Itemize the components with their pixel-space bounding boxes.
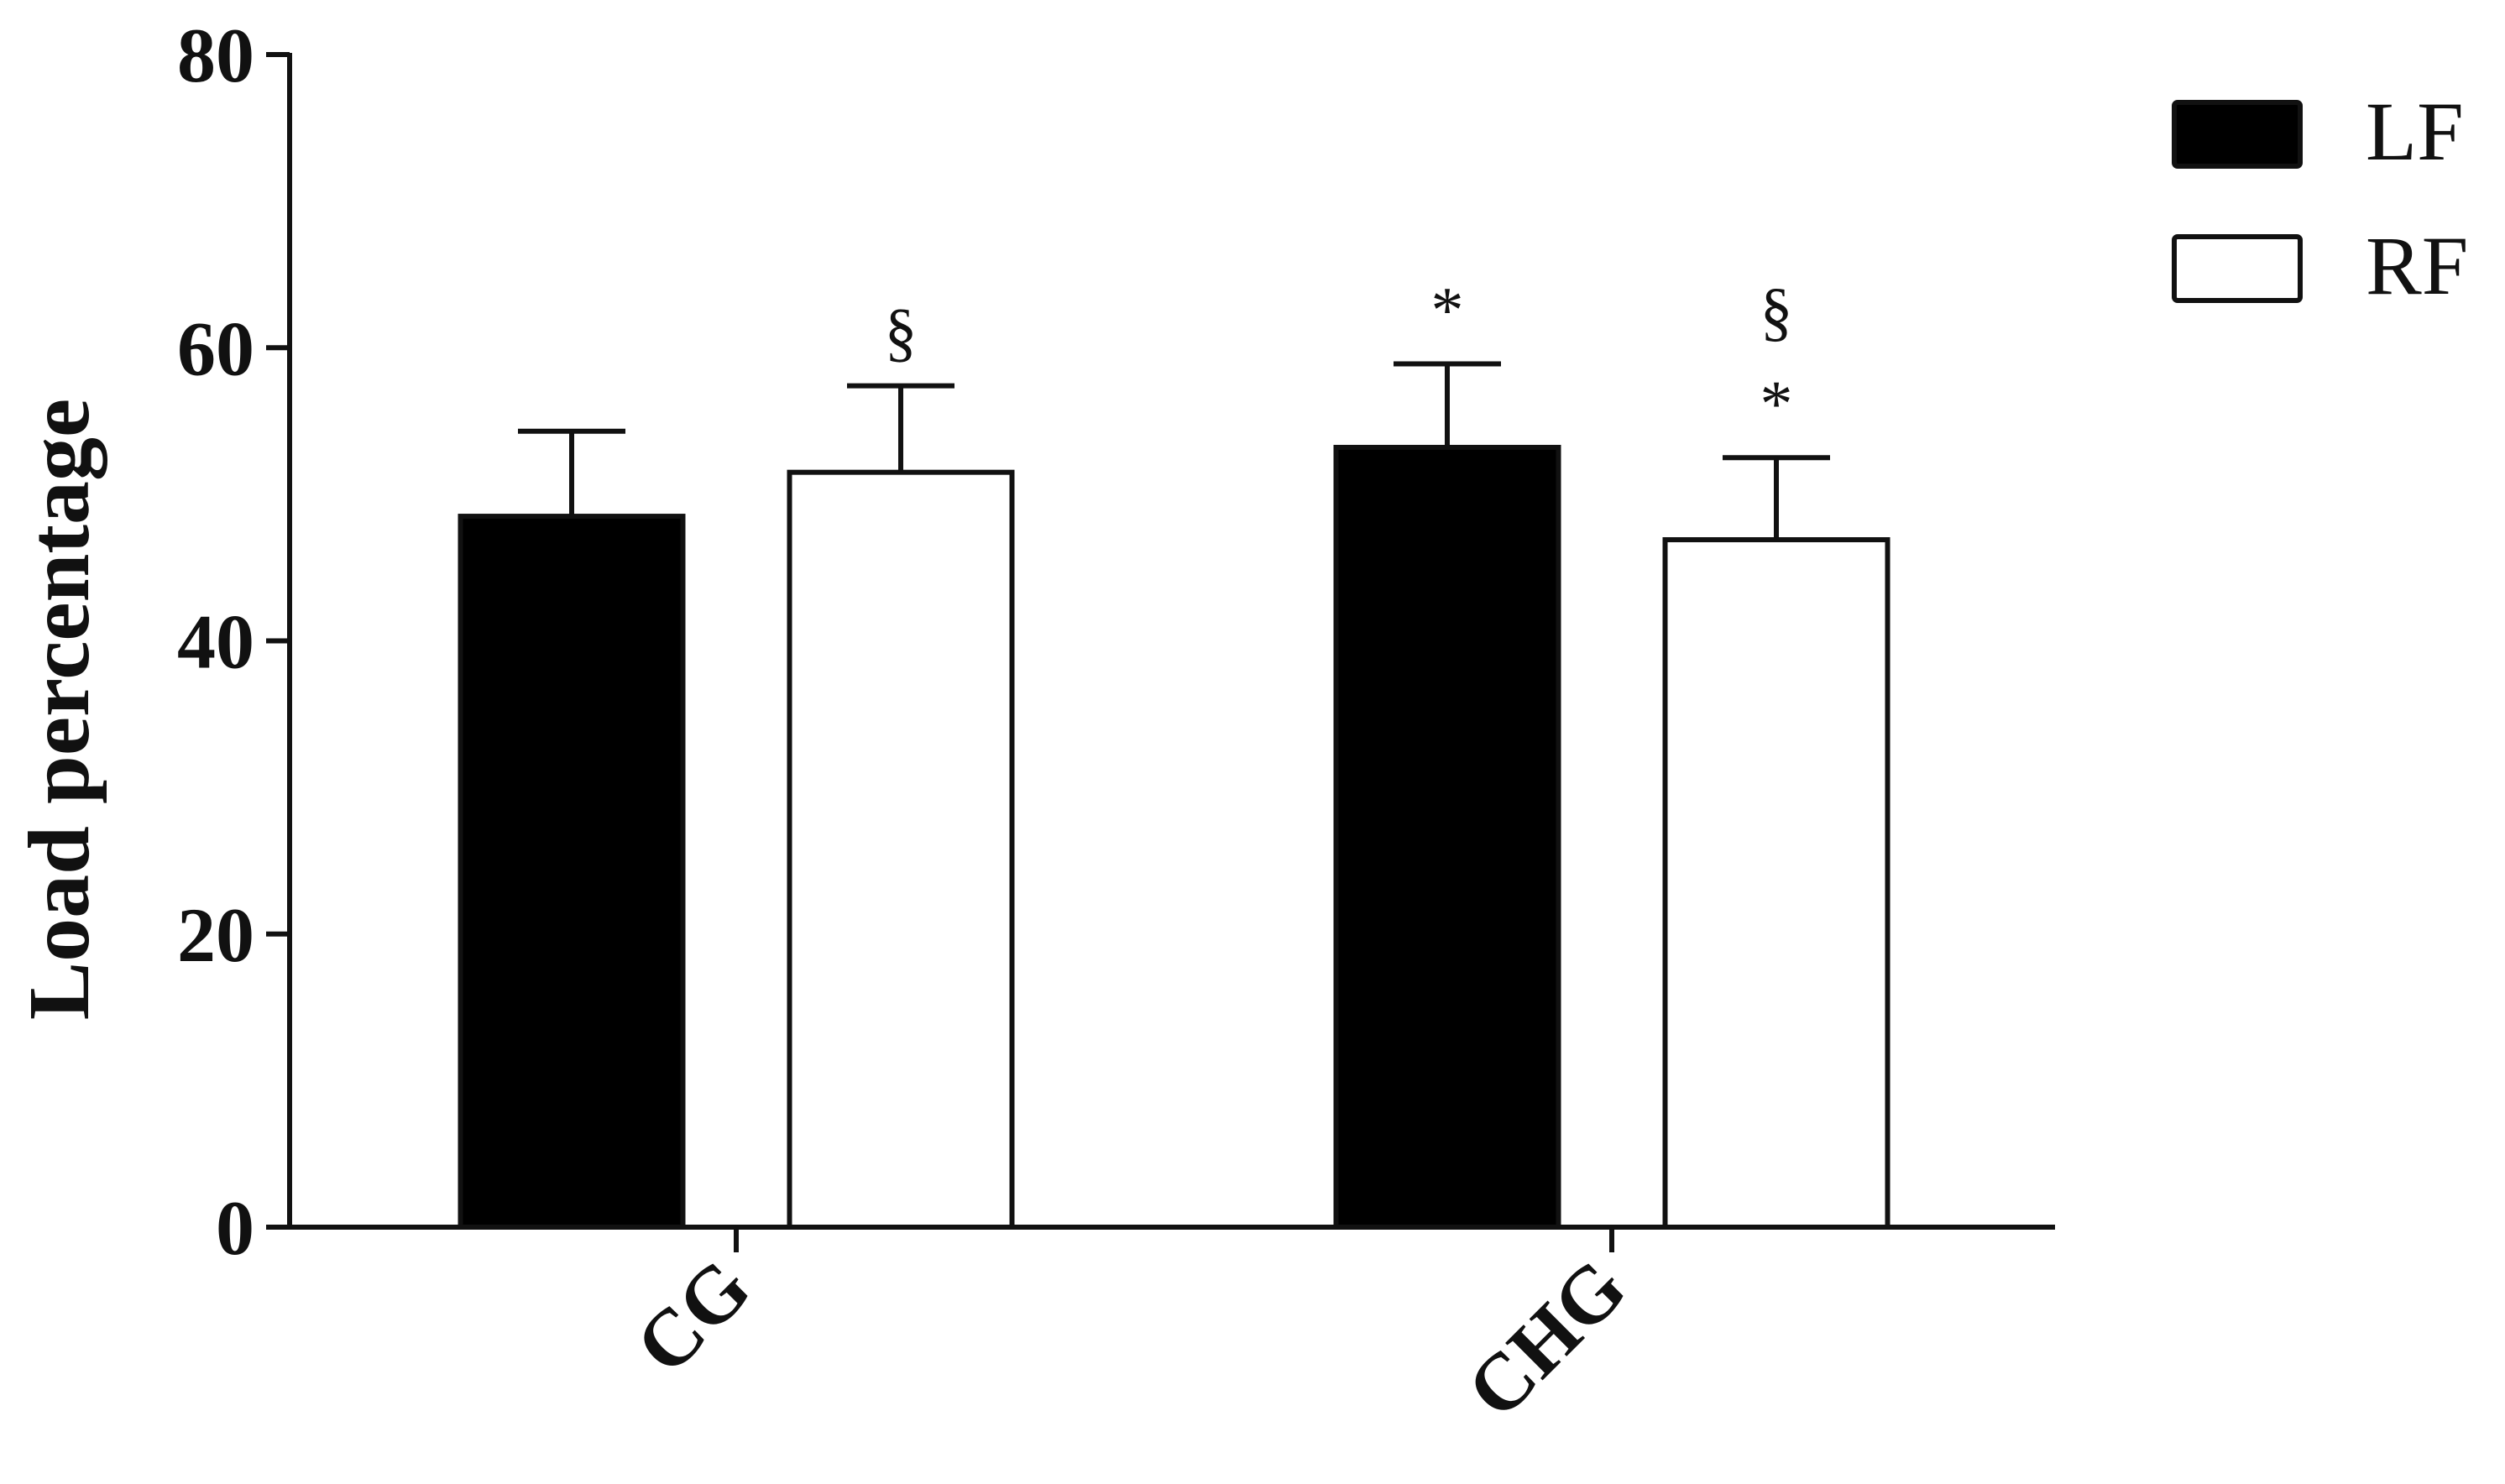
y-axis: 0 20 40 60 80 <box>177 13 292 1271</box>
y-tick-label: 0 <box>216 1185 254 1271</box>
significance-mark: § <box>885 295 918 368</box>
significance-annotations: § * * § <box>885 273 1793 440</box>
bar-lf-chg <box>1333 444 1561 1230</box>
bar-lf-cg <box>458 514 686 1230</box>
y-tick-label: 40 <box>177 599 254 685</box>
y-axis-label: Load percentage <box>11 399 107 1020</box>
legend-label-lf: LF <box>2366 85 2464 178</box>
legend: LF RF <box>2172 85 2468 312</box>
x-tick-label: CG <box>618 1241 766 1390</box>
legend-swatch-rf <box>2172 234 2303 303</box>
legend-label-rf: RF <box>2366 219 2468 312</box>
bar-rf-cg <box>787 469 1015 1230</box>
x-tick-label: CHG <box>1450 1241 1643 1434</box>
bar-rf-chg <box>1662 537 1891 1230</box>
y-tick-label: 60 <box>177 306 254 391</box>
x-axis: CG CHG <box>290 1225 2055 1434</box>
y-tick-label: 80 <box>177 13 254 98</box>
legend-swatch-lf <box>2172 100 2303 169</box>
significance-mark: * <box>1431 273 1464 346</box>
y-tick-label: 20 <box>177 892 254 978</box>
significance-mark: * <box>1760 367 1793 440</box>
significance-mark: § <box>1760 274 1793 347</box>
bars <box>458 361 1891 1230</box>
